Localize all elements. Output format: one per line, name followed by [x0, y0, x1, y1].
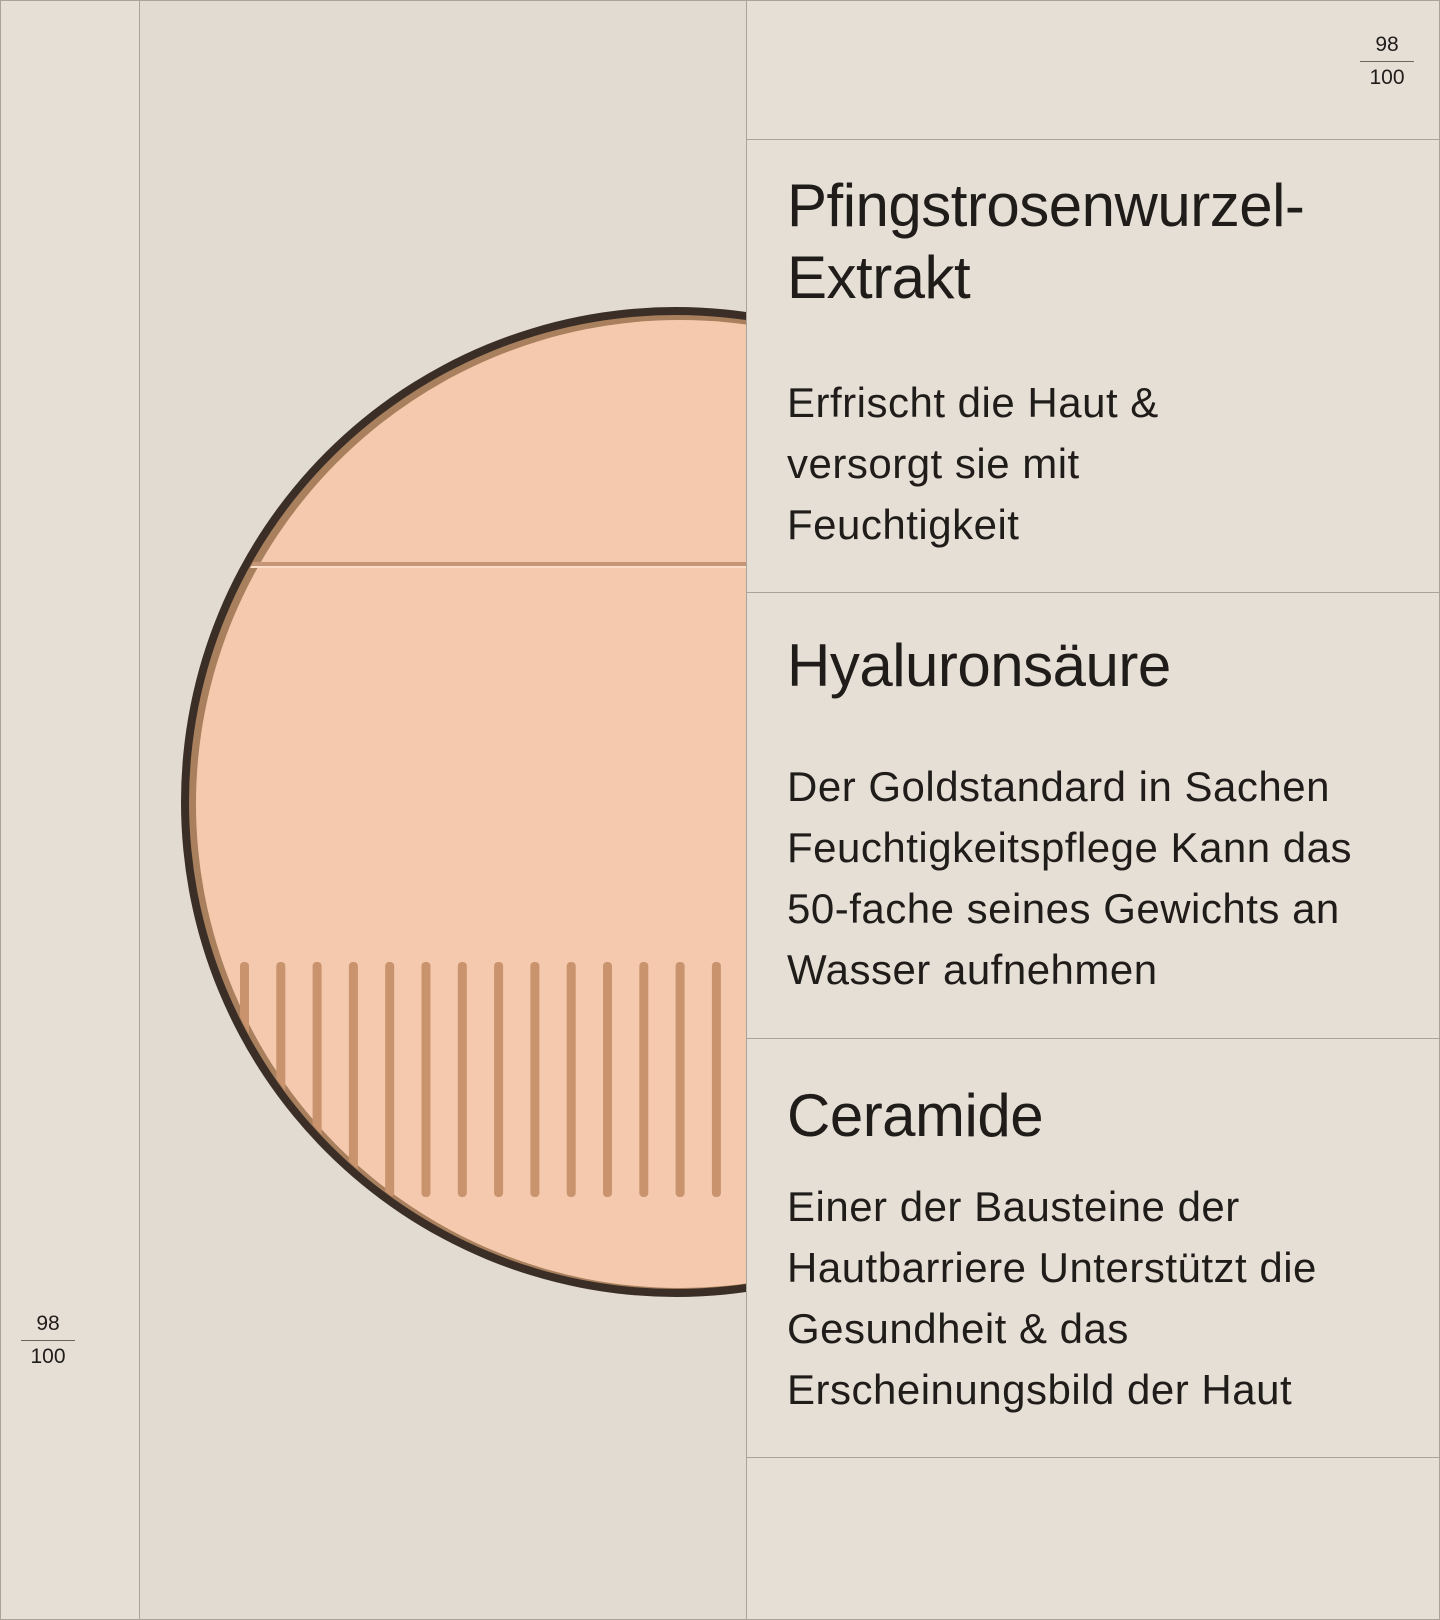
rating-numerator: 98	[1375, 33, 1399, 56]
powder-groove	[421, 962, 431, 1197]
rating-fraction-right: 98 100	[1360, 30, 1414, 93]
powder-groove	[711, 962, 721, 1197]
powder-groove	[240, 962, 249, 1197]
powder-groove	[603, 962, 612, 1197]
ingredient-title: Pfingstrosenwurzel-Extrakt	[787, 172, 1305, 311]
powder-compact-illustration	[181, 307, 746, 1297]
ingredient-title: Ceramide	[787, 1082, 1044, 1149]
divider	[747, 1457, 1440, 1458]
powder-groove	[385, 962, 395, 1197]
left-column: 98 100	[0, 0, 140, 1620]
powder-groove	[494, 962, 504, 1197]
ingredients-panel: 98 100 Pfingstrosenwurzel-Extrakt Erfris…	[747, 0, 1440, 1620]
powder-groove	[566, 962, 576, 1197]
rating-denominator: 100	[30, 1345, 66, 1368]
rating-denominator: 100	[1369, 66, 1405, 89]
powder-groove	[675, 962, 685, 1197]
ingredient-hyaluronic: Hyaluronsäure Der Goldstandard in Sachen…	[787, 630, 1410, 1000]
ingredient-description: Einer der Bausteine der Hautbarriere Unt…	[787, 1183, 1317, 1413]
powder-groove	[530, 962, 540, 1197]
powder-groove	[457, 962, 467, 1197]
divider	[747, 139, 1440, 140]
powder-groove	[276, 962, 286, 1197]
ingredient-ceramide: Ceramide Einer der Bausteine der Hautbar…	[787, 1080, 1410, 1420]
ingredient-description: Der Goldstandard in Sachen Feuchtigkeits…	[787, 763, 1353, 993]
divider	[747, 1038, 1440, 1039]
ingredient-title: Hyaluronsäure	[787, 632, 1171, 699]
powder-groove	[348, 962, 358, 1197]
fraction-bar	[21, 1340, 75, 1341]
powder-groove	[639, 962, 649, 1197]
ingredient-peony: Pfingstrosenwurzel-Extrakt Erfrischt die…	[787, 170, 1410, 555]
powder-groove	[312, 962, 322, 1197]
product-image	[140, 0, 747, 1620]
fraction-bar	[1360, 61, 1414, 62]
ingredient-description: Erfrischt die Haut & versorgt sie mit Fe…	[787, 379, 1159, 548]
divider	[747, 592, 1440, 593]
rating-fraction-left: 98 100	[21, 1309, 75, 1372]
rating-numerator: 98	[36, 1312, 60, 1335]
powder-surface	[196, 320, 746, 1288]
